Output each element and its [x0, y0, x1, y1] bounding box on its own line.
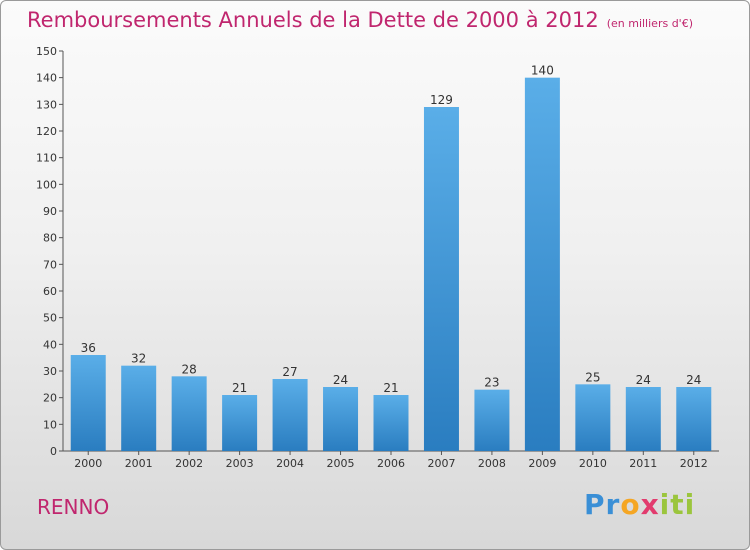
bar [524, 77, 560, 452]
x-tick-label: 2002 [175, 457, 203, 470]
x-tick-label: 2004 [276, 457, 304, 470]
bar [272, 379, 308, 451]
x-tick-label: 2010 [579, 457, 607, 470]
y-tick-label: 150 [36, 45, 57, 58]
city-name: RENNO [37, 495, 110, 519]
bar-value-label: 24 [686, 373, 701, 387]
bar-value-label: 32 [131, 352, 146, 366]
x-tick-label: 2011 [629, 457, 657, 470]
y-tick-label: 60 [43, 285, 57, 298]
bar [171, 376, 207, 451]
x-tick-label: 2005 [327, 457, 355, 470]
y-tick-label: 70 [43, 258, 57, 271]
x-tick-label: 2012 [680, 457, 708, 470]
y-tick-label: 40 [43, 338, 57, 351]
chart-title-text: Remboursements Annuels de la Dette de 20… [27, 8, 599, 32]
y-tick-label: 30 [43, 365, 57, 378]
x-tick-label: 2007 [427, 457, 455, 470]
x-tick-label: 2003 [226, 457, 254, 470]
bar-value-label: 24 [333, 373, 348, 387]
bar-value-label: 27 [282, 365, 297, 379]
bar [474, 389, 510, 451]
bar-value-label: 28 [182, 362, 197, 376]
bar-value-label: 21 [232, 381, 247, 395]
bar [222, 395, 258, 451]
bar [323, 387, 359, 451]
bar [121, 365, 157, 451]
y-tick-label: 80 [43, 232, 57, 245]
bar-value-label: 24 [636, 373, 651, 387]
bar [423, 107, 459, 451]
chart-unit: (en milliers d'€) [606, 17, 693, 30]
x-tick-label: 2009 [528, 457, 556, 470]
y-tick-label: 100 [36, 178, 57, 191]
y-tick-label: 20 [43, 392, 57, 405]
y-tick-label: 10 [43, 418, 57, 431]
y-tick-label: 0 [50, 445, 57, 458]
bar-value-label: 25 [585, 370, 600, 384]
bar-value-label: 36 [81, 341, 96, 355]
bar-value-label: 21 [383, 381, 398, 395]
y-tick-label: 50 [43, 312, 57, 325]
x-tick-label: 2001 [125, 457, 153, 470]
bar [373, 395, 409, 451]
bar-value-label: 140 [531, 64, 554, 78]
proxiti-logo[interactable]: Proxiti [584, 488, 696, 521]
bar-value-label: 129 [430, 93, 453, 107]
y-tick-label: 140 [36, 72, 57, 85]
y-tick-label: 120 [36, 125, 57, 138]
y-tick-label: 130 [36, 98, 57, 111]
x-tick-label: 2006 [377, 457, 405, 470]
y-tick-label: 110 [36, 152, 57, 165]
bar [70, 355, 106, 451]
y-tick-label: 90 [43, 205, 57, 218]
bar-value-label: 23 [484, 376, 499, 390]
x-tick-label: 2008 [478, 457, 506, 470]
bar [575, 384, 611, 451]
x-tick-label: 2000 [74, 457, 102, 470]
chart-title: Remboursements Annuels de la Dette de 20… [27, 8, 693, 32]
bar [676, 387, 712, 451]
bar [625, 387, 661, 451]
